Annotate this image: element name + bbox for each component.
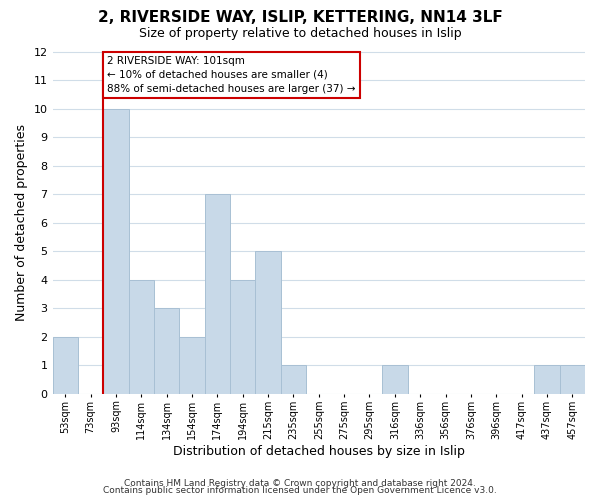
Bar xyxy=(382,366,407,394)
Text: Size of property relative to detached houses in Islip: Size of property relative to detached ho… xyxy=(139,28,461,40)
Bar xyxy=(179,337,205,394)
Y-axis label: Number of detached properties: Number of detached properties xyxy=(15,124,28,321)
Text: 2, RIVERSIDE WAY, ISLIP, KETTERING, NN14 3LF: 2, RIVERSIDE WAY, ISLIP, KETTERING, NN14… xyxy=(98,10,502,25)
Text: Contains HM Land Registry data © Crown copyright and database right 2024.: Contains HM Land Registry data © Crown c… xyxy=(124,478,476,488)
Bar xyxy=(281,366,306,394)
Bar xyxy=(154,308,179,394)
Text: 2 RIVERSIDE WAY: 101sqm
← 10% of detached houses are smaller (4)
88% of semi-det: 2 RIVERSIDE WAY: 101sqm ← 10% of detache… xyxy=(107,56,356,94)
Bar xyxy=(534,366,560,394)
Bar xyxy=(205,194,230,394)
Bar xyxy=(560,366,585,394)
Bar xyxy=(128,280,154,394)
Text: Contains public sector information licensed under the Open Government Licence v3: Contains public sector information licen… xyxy=(103,486,497,495)
Bar xyxy=(53,337,78,394)
Bar xyxy=(103,108,128,394)
X-axis label: Distribution of detached houses by size in Islip: Distribution of detached houses by size … xyxy=(173,444,465,458)
Bar xyxy=(256,251,281,394)
Bar xyxy=(230,280,256,394)
